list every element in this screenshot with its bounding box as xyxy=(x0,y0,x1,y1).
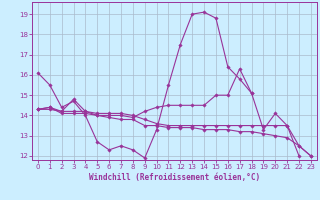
X-axis label: Windchill (Refroidissement éolien,°C): Windchill (Refroidissement éolien,°C) xyxy=(89,173,260,182)
